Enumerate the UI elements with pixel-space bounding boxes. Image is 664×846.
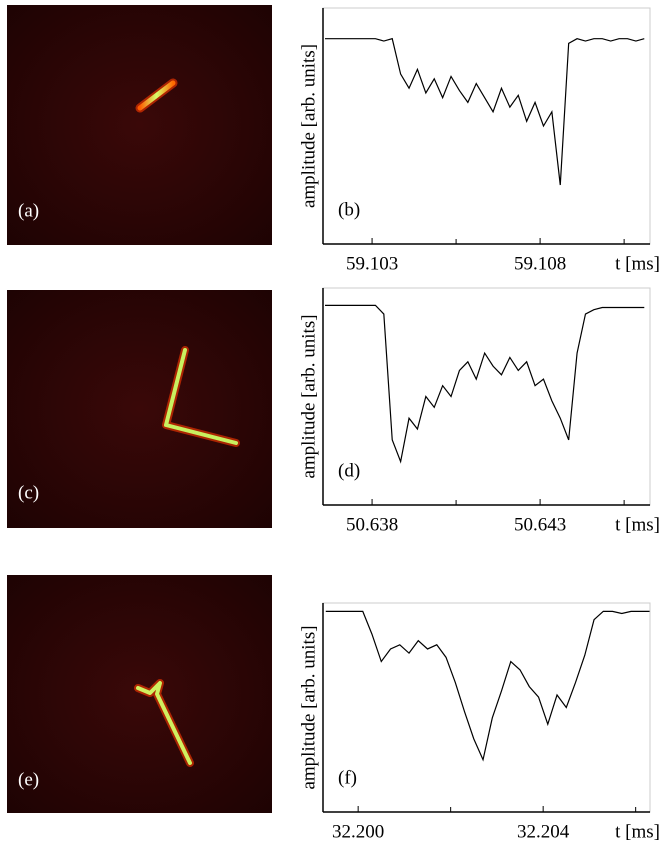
x-tick-label: 32.204 bbox=[517, 821, 570, 842]
image-c bbox=[7, 290, 272, 528]
y-axis-label: amplitude [arb. units] bbox=[298, 625, 319, 789]
y-axis-label: amplitude [arb. units] bbox=[298, 44, 319, 208]
panel-label: (f) bbox=[338, 767, 357, 788]
image-e bbox=[7, 575, 272, 813]
y-axis-label: amplitude [arb. units] bbox=[298, 314, 319, 478]
plot-frame bbox=[322, 7, 651, 245]
x-tick-label: 32.200 bbox=[332, 821, 384, 842]
panel-label: (b) bbox=[338, 199, 360, 220]
x-axis-label: t [ms] bbox=[615, 821, 660, 842]
x-axis-label: t [ms] bbox=[615, 253, 660, 274]
image-a bbox=[7, 5, 272, 245]
panel-label: (e) bbox=[18, 769, 39, 790]
signal-line bbox=[325, 610, 650, 762]
signal-line bbox=[325, 304, 645, 464]
x-tick-label: 50.643 bbox=[514, 514, 566, 535]
panel-label: (d) bbox=[338, 460, 360, 481]
signal-line bbox=[325, 37, 645, 186]
x-axis-label: t [ms] bbox=[615, 514, 660, 535]
plot-frame bbox=[322, 287, 651, 506]
x-tick-label: 59.108 bbox=[514, 253, 566, 274]
panel-label: (a) bbox=[18, 200, 39, 221]
x-tick-label: 50.638 bbox=[346, 514, 398, 535]
x-tick-label: 59.103 bbox=[346, 253, 398, 274]
panel-label: (c) bbox=[18, 482, 39, 503]
